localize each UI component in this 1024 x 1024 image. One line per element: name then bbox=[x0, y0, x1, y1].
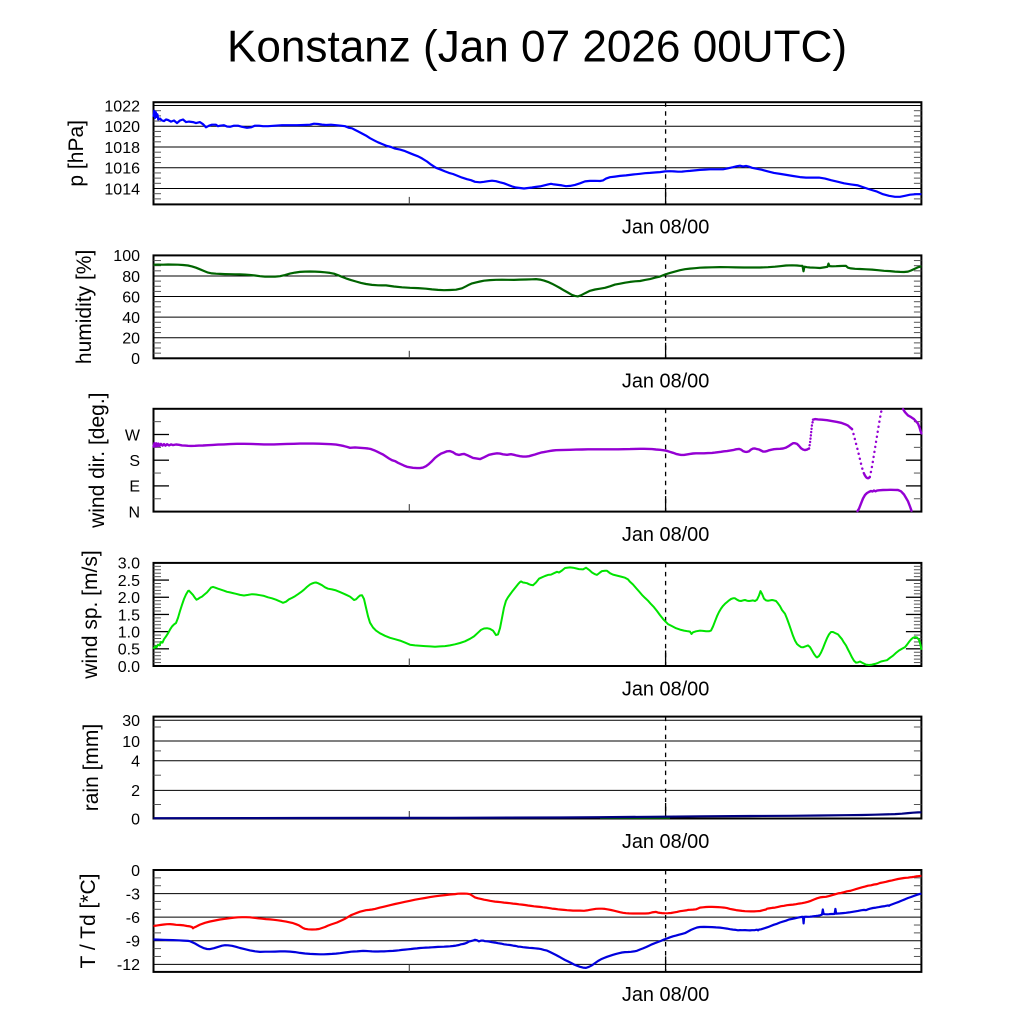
svg-text:Jan 08/00: Jan 08/00 bbox=[622, 678, 709, 700]
svg-text:1018: 1018 bbox=[104, 140, 140, 157]
svg-text:W: W bbox=[125, 427, 141, 444]
svg-text:Jan 08/00: Jan 08/00 bbox=[622, 371, 709, 393]
svg-text:1.5: 1.5 bbox=[118, 607, 140, 624]
svg-text:0.0: 0.0 bbox=[118, 659, 140, 676]
svg-text:2.0: 2.0 bbox=[118, 590, 140, 607]
svg-text:rain [mm]: rain [mm] bbox=[80, 724, 103, 812]
svg-text:T / Td [*C]: T / Td [*C] bbox=[77, 874, 100, 969]
svg-text:40: 40 bbox=[122, 310, 140, 327]
svg-text:0: 0 bbox=[131, 351, 140, 368]
svg-text:-9: -9 bbox=[126, 934, 140, 951]
svg-text:1016: 1016 bbox=[104, 161, 140, 178]
svg-text:Jan 08/00: Jan 08/00 bbox=[622, 831, 709, 853]
svg-text:3.0: 3.0 bbox=[118, 556, 140, 573]
svg-text:-12: -12 bbox=[117, 957, 140, 974]
svg-text:1014: 1014 bbox=[104, 181, 140, 198]
svg-text:60: 60 bbox=[122, 289, 140, 306]
svg-text:1020: 1020 bbox=[104, 119, 140, 136]
svg-text:0.5: 0.5 bbox=[118, 642, 140, 659]
svg-text:Jan 08/00: Jan 08/00 bbox=[622, 984, 709, 1006]
svg-text:N: N bbox=[128, 504, 140, 521]
svg-text:2.5: 2.5 bbox=[118, 573, 140, 590]
svg-text:1.0: 1.0 bbox=[118, 624, 140, 641]
svg-text:2: 2 bbox=[131, 783, 140, 800]
svg-text:p [hPa]: p [hPa] bbox=[65, 120, 88, 187]
svg-text:0: 0 bbox=[131, 811, 140, 828]
svg-text:10: 10 bbox=[122, 734, 140, 751]
svg-text:wind sp. [m/s]: wind sp. [m/s] bbox=[79, 550, 102, 679]
svg-text:20: 20 bbox=[122, 331, 140, 348]
svg-text:1022: 1022 bbox=[104, 98, 140, 115]
svg-text:-6: -6 bbox=[126, 910, 140, 927]
svg-text:0: 0 bbox=[131, 863, 140, 880]
svg-text:Jan 08/00: Jan 08/00 bbox=[622, 524, 709, 546]
svg-text:wind dir. [deg.]: wind dir. [deg.] bbox=[86, 392, 109, 528]
svg-text:E: E bbox=[129, 479, 140, 496]
svg-text:4: 4 bbox=[131, 754, 140, 771]
svg-text:80: 80 bbox=[122, 269, 140, 286]
svg-text:humidity [%]: humidity [%] bbox=[73, 250, 96, 364]
svg-text:-3: -3 bbox=[126, 886, 140, 903]
svg-text:Konstanz (Jan 07 2026 00UTC): Konstanz (Jan 07 2026 00UTC) bbox=[227, 23, 847, 72]
svg-text:S: S bbox=[129, 453, 140, 470]
svg-text:100: 100 bbox=[113, 248, 140, 265]
svg-text:30: 30 bbox=[122, 713, 140, 730]
svg-text:Jan 08/00: Jan 08/00 bbox=[622, 217, 709, 239]
